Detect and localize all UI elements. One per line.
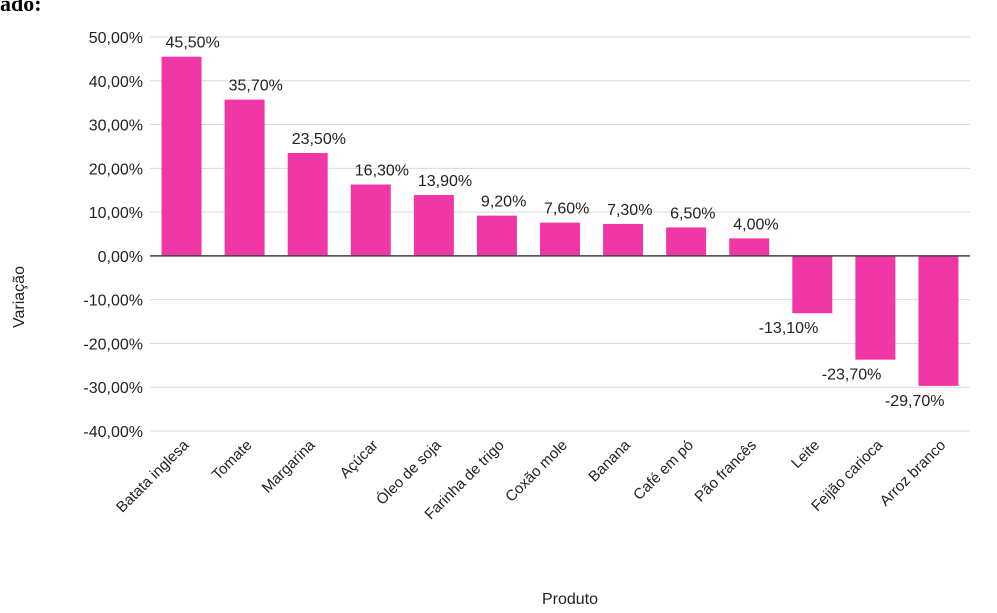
data-label: 45,50%: [166, 35, 220, 52]
x-axis-title: Produto: [542, 591, 598, 608]
x-tick-label: Açúcar: [337, 437, 382, 482]
bar: [918, 255, 959, 386]
x-tick-label: Pão francês: [691, 437, 760, 506]
data-label: 13,90%: [418, 173, 472, 190]
y-tick-label: 10,00%: [89, 205, 143, 222]
y-tick-label: -40,00%: [83, 424, 143, 441]
x-tick-label: Leite: [788, 437, 823, 472]
x-tick-label: Arroz branco: [877, 437, 950, 510]
x-tick-label: Banana: [585, 436, 634, 485]
data-label: 9,20%: [481, 194, 526, 211]
y-tick-label: 50,00%: [89, 30, 143, 47]
y-tick-label: 20,00%: [89, 161, 143, 178]
x-tick-label: Café em pó: [630, 437, 697, 504]
data-label: 7,60%: [544, 201, 589, 218]
x-tick-label: Margarina: [259, 436, 319, 496]
data-label: -23,70%: [822, 367, 882, 384]
bar: [413, 195, 454, 256]
data-labels: 45,50% 35,70% 23,50% 16,30% 13,90% 9,20% 7,60%…: [166, 35, 945, 410]
data-label: 23,50%: [292, 131, 346, 148]
x-tick-label: Batata inglesa: [113, 436, 193, 516]
bar: [287, 153, 328, 256]
y-tick-label: -20,00%: [83, 336, 143, 353]
x-tick-label: Coxão mole: [502, 437, 571, 506]
y-tick-label: -10,00%: [83, 293, 143, 310]
y-tick-label: 40,00%: [89, 74, 143, 91]
x-tick-labels: Batata inglesa Tomate Margarina AçúcarÓleo …: [113, 436, 949, 523]
bars: [161, 56, 959, 386]
data-label: 6,50%: [670, 205, 715, 222]
bar: [855, 255, 896, 360]
bar: [603, 223, 644, 256]
bar: [224, 99, 265, 256]
y-tick-labels: 50,00% 40,00% 30,00% 20,00% 10,00% 0,00% -10,0…: [83, 30, 143, 441]
y-tick-label: 30,00%: [89, 118, 143, 135]
bar: [476, 215, 517, 256]
bar: [540, 222, 580, 256]
x-tick-label: Tomate: [209, 437, 256, 484]
y-tick-label: -30,00%: [83, 380, 143, 397]
y-tick-label: 0,00%: [98, 249, 143, 266]
y-axis-title: Variação: [11, 266, 28, 328]
bar: [666, 227, 707, 256]
data-label: -13,10%: [759, 320, 819, 337]
bar: [729, 238, 770, 256]
data-label: 16,30%: [355, 163, 409, 180]
partial-title: ado:: [0, 0, 42, 16]
data-label: 4,00%: [733, 216, 778, 233]
data-label: -29,70%: [885, 393, 945, 410]
bar: [350, 184, 391, 256]
bar: [792, 255, 833, 314]
data-label: 7,30%: [607, 202, 652, 219]
bar: [161, 56, 202, 256]
data-label: 35,70%: [229, 78, 283, 95]
